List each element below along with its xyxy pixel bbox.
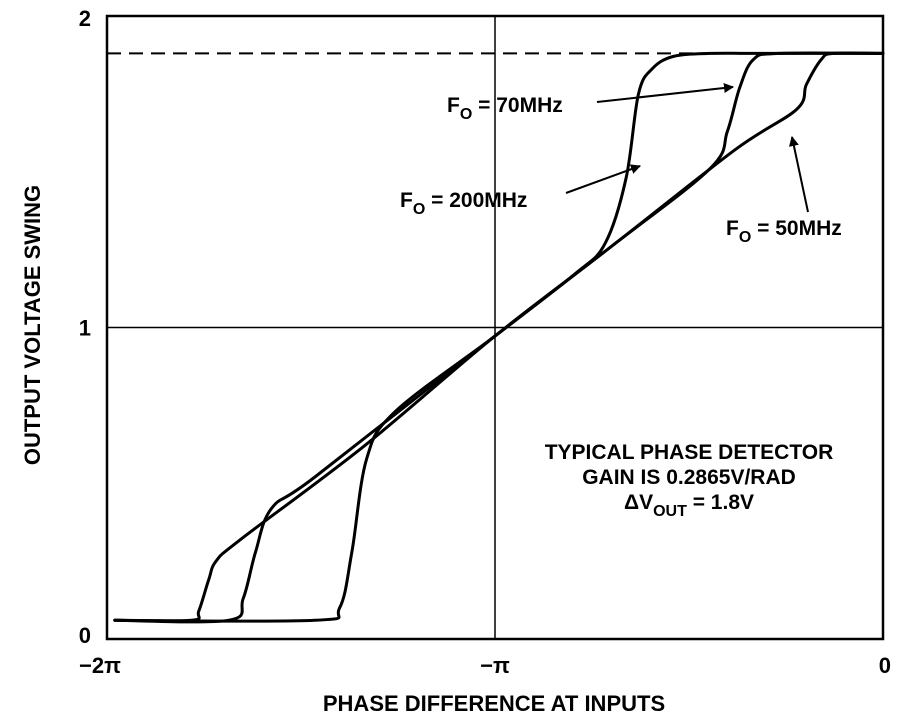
series-line-3 <box>113 51 885 623</box>
x-tick-label-0: −2π <box>79 653 121 678</box>
gain-note-line-1: TYPICAL PHASE DETECTOR <box>545 441 834 464</box>
series-line-1 <box>113 51 885 623</box>
annotation-f50-arrow <box>788 136 809 213</box>
series-line-2 <box>113 51 885 624</box>
annotation-f200: FO = 200MHz <box>400 164 641 218</box>
x-axis-label: PHASE DIFFERENCE AT INPUTS <box>323 691 665 716</box>
annotation-f70-label: FO = 70MHz <box>447 94 563 123</box>
tick-labels: −2π −π 0 0 1 2 <box>79 6 891 678</box>
gain-note-line-3: ΔVOUT = 1.8V <box>624 491 754 520</box>
y-tick-label-0: 0 <box>79 623 91 648</box>
gain-note: TYPICAL PHASE DETECTOR GAIN IS 0.2865V/R… <box>545 441 834 520</box>
gain-note-line-2: GAIN IS 0.2865V/RAD <box>582 466 796 489</box>
series-layer <box>113 51 885 624</box>
annotation-f70: FO = 70MHz <box>447 83 734 123</box>
annotation-f200-arrow <box>565 164 641 194</box>
x-tick-label-2: 0 <box>879 653 891 678</box>
annotation-f200-label: FO = 200MHz <box>400 189 527 218</box>
y-tick-label-1: 1 <box>79 316 91 341</box>
annotation-f70-arrow <box>596 83 734 103</box>
y-axis-label: OUTPUT VOLTAGE SWING <box>20 185 45 465</box>
x-tick-label-1: −π <box>480 653 510 678</box>
annotation-f50: FO = 50MHz <box>726 136 842 246</box>
annotation-f50-label: FO = 50MHz <box>726 217 842 246</box>
plot-frame <box>105 14 885 641</box>
y-tick-label-2: 2 <box>79 6 91 31</box>
